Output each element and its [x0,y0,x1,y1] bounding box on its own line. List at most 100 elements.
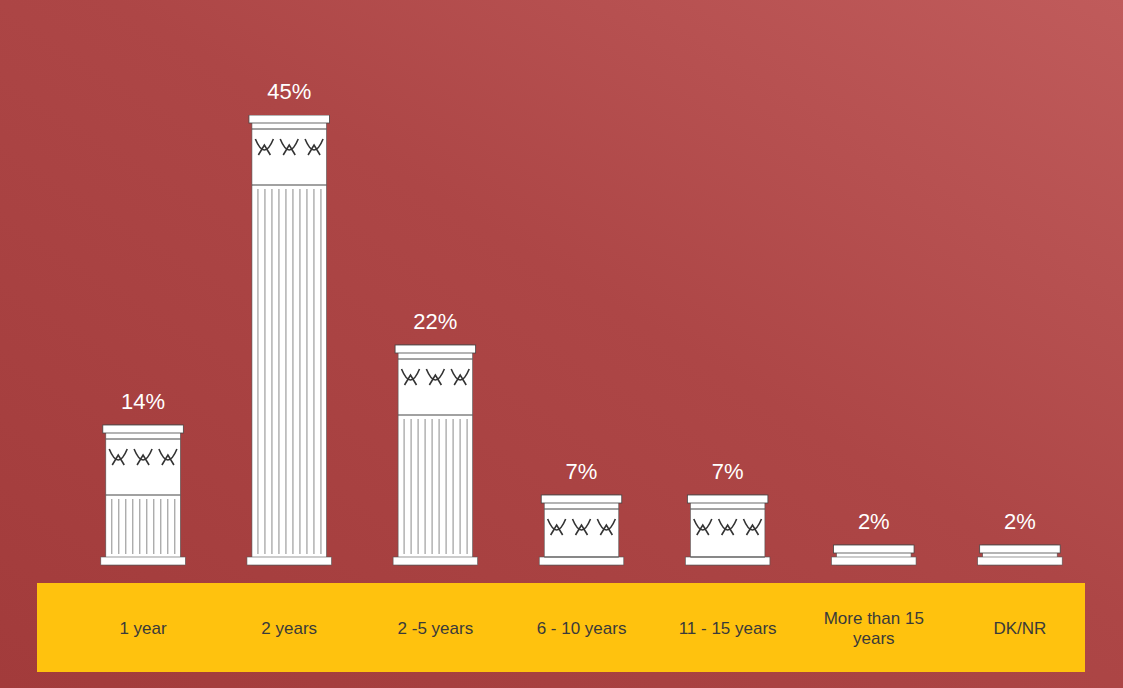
column-ornament [451,369,469,385]
column-abacus [980,545,1061,553]
data-label: 14% [121,389,165,414]
x-axis: 1 year 2 years 2 -5 years 6 - 10 years 11 - … [71,609,1094,648]
column [685,495,770,565]
background [0,0,1123,688]
column-ornament [255,139,273,155]
column-ornament [402,369,420,385]
column-base [978,557,1063,565]
column-ornament [252,184,327,185]
tick-label: 11 - 15 years [679,619,777,638]
tick: 2 -5 years [398,619,474,638]
tick: DK/NR [993,619,1046,638]
column-fluting [125,499,126,554]
chart: 14% 45% 22% 7% 7% 2% 2% 1 year 2 years 2 -5 years… [0,0,1123,688]
tick: 11 - 15 years [679,619,777,638]
column-ornament [548,519,566,535]
tick-label: 6 - 10 years [537,619,627,638]
column-fluting [299,189,300,554]
tick-label: 1 year [119,619,167,638]
tick-label: 2 years [261,619,317,638]
column-ornament [690,509,765,510]
tick: 2 years [261,619,317,638]
column [978,545,1063,565]
column-fluting [278,189,279,554]
data-label: 22% [413,309,457,334]
column [101,425,186,565]
column-ornament [573,519,591,535]
column-fluting [432,419,433,554]
column-ornament [398,414,473,415]
bar [544,495,619,565]
column-abacus [687,495,768,503]
data-label: 7% [712,459,744,484]
column-fluting [453,419,454,554]
tick: 6 - 10 years [537,619,627,638]
column [832,545,917,565]
column-ornament [544,509,619,510]
column-fluting [153,499,154,554]
column-ornament [252,129,327,130]
column-ornament [398,359,473,360]
tick: 1 year [119,619,167,638]
column-ornament [719,519,737,535]
column-base [832,557,917,565]
column-ornament [280,139,298,155]
column-fluting [439,419,440,554]
plot-area [101,115,1062,565]
column-fluting [118,499,119,554]
column-fluting [257,189,258,554]
data-label: 45% [267,79,311,104]
column-base [685,557,770,565]
column-base [393,557,478,565]
column-ornament [106,494,181,495]
column-fluting [460,419,461,554]
tick-label: DK/NR [993,619,1046,638]
column-abacus [834,545,915,553]
data-label: 2% [1004,509,1036,534]
column-ornament [690,556,765,557]
data-labels: 14% 45% 22% 7% 7% 2% 2% [121,79,1036,534]
column-fluting [146,499,147,554]
column-fluting [411,419,412,554]
column-fluting [139,499,140,554]
column-fluting [292,189,293,554]
data-label: 7% [566,459,598,484]
column-ornament [694,519,712,535]
column-ornament [305,139,323,155]
column-fluting [313,189,314,554]
column-ornament [159,449,177,465]
column-fluting [285,189,286,554]
column-fluting [404,419,405,554]
column-abacus [249,115,330,123]
column [539,495,624,565]
column-ornament [106,439,181,440]
bar [106,425,181,565]
tick: More than 15years [824,609,924,648]
column-fluting [160,499,161,554]
column-base [101,557,186,565]
bar [398,345,473,565]
column-fluting [174,499,175,554]
bar [252,115,327,565]
column-abacus [541,495,622,503]
column-ornament [134,449,152,465]
column-ornament [743,519,761,535]
column-ornament [426,369,444,385]
column-fluting [167,499,168,554]
data-label: 2% [858,509,890,534]
column-abacus [103,425,184,433]
column [393,345,478,565]
column-fluting [418,419,419,554]
category-band [37,583,1085,672]
column-base [539,557,624,565]
column-fluting [306,189,307,554]
column-fluting [264,189,265,554]
tick-label: More than 15years [824,609,924,648]
column-fluting [132,499,133,554]
column-fluting [446,419,447,554]
column [247,115,332,565]
bar [690,495,765,565]
column-abacus [395,345,476,353]
column-fluting [320,189,321,554]
column-fluting [467,419,468,554]
